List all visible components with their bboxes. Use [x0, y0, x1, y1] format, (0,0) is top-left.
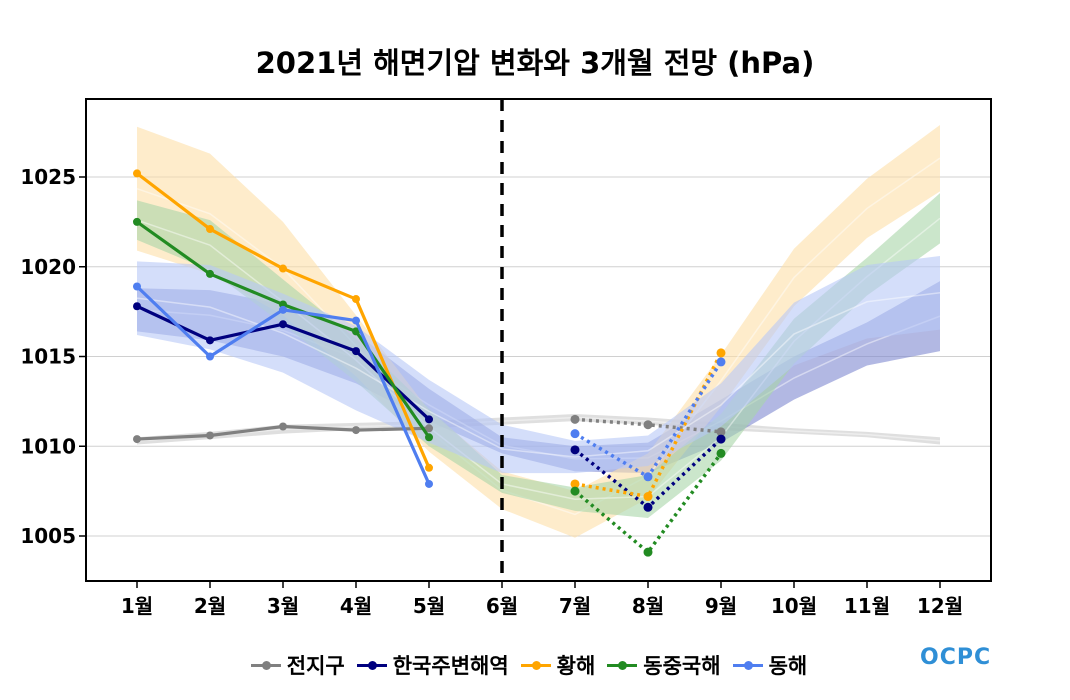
legend-label: 한국주변해역	[392, 654, 509, 678]
forecast-point	[570, 445, 580, 455]
x-tick-label: 6월	[486, 594, 518, 618]
forecast-point	[716, 427, 726, 437]
legend-marker-icon	[250, 657, 281, 673]
legend-label: 황해	[556, 654, 596, 678]
observed-point	[352, 426, 360, 435]
observed-point	[279, 422, 287, 431]
forecast-point	[716, 448, 726, 458]
x-tick-label: 10월	[771, 594, 817, 618]
x-tick-label: 11월	[844, 594, 890, 618]
observed-point	[206, 352, 214, 361]
forecast-point	[643, 492, 653, 502]
legend-label: 동중국해	[643, 654, 721, 678]
observed-point	[352, 295, 360, 304]
forecast-point	[716, 434, 726, 444]
forecast-point	[570, 486, 580, 496]
observed-point	[206, 269, 214, 278]
observed-point	[133, 282, 141, 291]
climatology-mean-line	[136, 157, 941, 516]
legend-label: 전지구	[286, 654, 345, 678]
observed-point	[133, 169, 141, 178]
forecast-point	[643, 547, 653, 557]
legend-item: 황해	[520, 650, 596, 680]
y-tick-label: 1020	[20, 255, 76, 279]
observed-point	[352, 316, 360, 325]
axis-layer: 1005 1010 1015 1020 1025 1월 2월 3월 4월 5월 6월 7월 8월 9월 10…	[20, 98, 992, 618]
observed-point	[206, 336, 214, 345]
observed-point	[352, 347, 360, 356]
legend-marker-icon	[607, 657, 638, 673]
climatology-band	[137, 413, 940, 445]
legend-marker-icon	[732, 657, 763, 673]
forecast-point	[716, 357, 726, 367]
plot-frame	[85, 98, 992, 582]
x-tick-label: 4월	[340, 594, 372, 618]
x-tick-label: 3월	[267, 594, 299, 618]
y-tick-label: 1010	[20, 434, 76, 458]
forecast-point	[716, 348, 726, 358]
observed-point	[279, 320, 287, 329]
x-tick-label: 1월	[121, 594, 153, 618]
observed-point	[425, 479, 433, 488]
observed-point	[133, 217, 141, 226]
forecast-point	[570, 479, 580, 489]
observed-point	[279, 264, 287, 273]
y-tick-label: 1025	[20, 165, 76, 189]
climatology-band	[137, 124, 940, 538]
observed-point	[425, 415, 433, 424]
observed-point	[279, 305, 287, 314]
line-layer	[133, 169, 726, 557]
ocpc-logo: OCPC	[920, 645, 992, 670]
forecast-point	[570, 414, 580, 424]
x-tick-label: 9월	[705, 594, 737, 618]
observed-point	[425, 433, 433, 442]
forecast-point	[643, 472, 653, 482]
x-tick-label: 12월	[917, 594, 963, 618]
legend-item: 동해	[732, 650, 808, 680]
x-tick-label: 2월	[194, 594, 226, 618]
legend-item: 전지구	[250, 650, 345, 680]
x-tick-label: 7월	[559, 594, 591, 618]
climatology-mean-line	[136, 292, 941, 458]
forecast-point	[643, 502, 653, 512]
observed-point	[206, 431, 214, 440]
chart-title: 2021년 해면기압 변화와 3개월 전망 (hPa)	[255, 46, 815, 80]
observed-point	[352, 327, 360, 336]
legend: 전지구 한국주변해역 황해 동중국해 동해	[0, 650, 1070, 680]
climatology-mean-line	[136, 416, 941, 442]
y-tick-label: 1015	[20, 345, 76, 369]
forecast-point	[643, 420, 653, 430]
legend-item: 동중국해	[607, 650, 721, 680]
observed-point	[206, 225, 214, 234]
forecast-line	[573, 452, 723, 555]
observed-point	[133, 435, 141, 444]
observed-point	[425, 463, 433, 472]
x-tick-label: 5월	[413, 594, 445, 618]
legend-item: 한국주변해역	[356, 650, 509, 680]
forecast-point	[570, 429, 580, 439]
x-tick-label: 8월	[632, 594, 664, 618]
observed-point	[425, 424, 433, 433]
observed-point	[133, 302, 141, 311]
band-layer	[136, 124, 941, 538]
legend-label: 동해	[768, 654, 808, 678]
y-tick-label: 1005	[20, 524, 76, 548]
legend-marker-icon	[520, 657, 551, 673]
legend-marker-icon	[356, 657, 387, 673]
